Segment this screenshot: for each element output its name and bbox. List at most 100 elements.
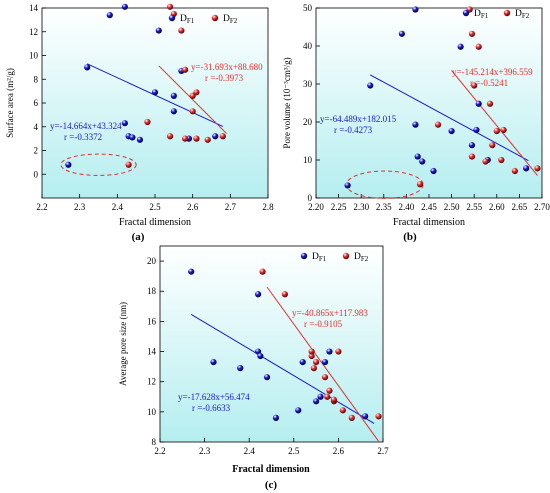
y-tick-label: 10 xyxy=(147,407,157,417)
data-point-df1 xyxy=(448,128,455,135)
fit-r-df2: r =-0.3973 xyxy=(205,73,244,83)
x-tick-label: 2.40 xyxy=(399,202,415,212)
legend-marker-df2 xyxy=(342,252,350,260)
legend-marker-df1 xyxy=(168,14,176,22)
x-tick-label: 2.45 xyxy=(421,202,437,212)
data-point-df1 xyxy=(317,393,324,400)
data-point-df1 xyxy=(136,136,144,143)
data-point-df1 xyxy=(210,358,217,366)
y-tick-label: 0 xyxy=(308,193,313,203)
x-tick-label: 2.25 xyxy=(331,202,347,212)
data-point-df2 xyxy=(489,142,496,149)
x-tick-label: 2.3 xyxy=(199,446,211,456)
fit-annotation-df1: y=-64.489x+182.015 xyxy=(320,114,397,124)
data-point-df1 xyxy=(473,126,480,134)
data-point-df1 xyxy=(475,100,482,107)
x-tick-label: 2.3 xyxy=(74,202,86,212)
data-point-df1 xyxy=(412,6,419,13)
data-point-df2 xyxy=(193,135,200,142)
y-tick-label: 14 xyxy=(29,3,39,13)
y-axis-label: Surface area (m²/g) xyxy=(5,68,15,138)
y-tick-label: 50 xyxy=(303,3,313,13)
data-point-df2 xyxy=(310,365,317,372)
data-point-df1 xyxy=(151,89,159,96)
legend-label-df2: DF2 xyxy=(515,9,530,20)
data-point-df1 xyxy=(468,142,476,149)
data-point-df1 xyxy=(188,268,195,275)
fit-line-df2 xyxy=(158,65,227,134)
data-point-df1 xyxy=(412,121,419,128)
x-tick-label: 2.35 xyxy=(376,202,392,212)
data-point-df2 xyxy=(219,133,226,140)
data-point-df2 xyxy=(166,3,174,10)
fit-annotation-df1: y=-17.628x+56.474 xyxy=(178,392,250,402)
x-tick-label: 2.2 xyxy=(154,446,165,456)
x-tick-label: 2.20 xyxy=(308,202,324,212)
legend-label-df1: DF1 xyxy=(312,252,327,263)
legend-marker-df1 xyxy=(462,9,470,17)
data-point-df2 xyxy=(324,393,331,400)
data-point-df1 xyxy=(419,158,426,165)
panel-label: (b) xyxy=(403,231,417,243)
fit-r-df1: r =-0.3372 xyxy=(64,132,102,142)
data-point-df1 xyxy=(430,167,437,175)
data-point-df1 xyxy=(170,92,177,99)
x-tick-label: 2.65 xyxy=(512,202,528,212)
data-point-df2 xyxy=(493,128,500,135)
data-point-df2 xyxy=(468,30,476,37)
legend-label-df1: DF1 xyxy=(180,14,195,25)
data-point-df1 xyxy=(237,365,244,372)
x-tick-label: 2.8 xyxy=(262,202,274,212)
chart-panel-c: 2.2 2.3 2.4 2.5 2.6 2.7 8 10 12 14 16 18 20 Average … xyxy=(118,245,389,491)
x-tick-label: 2.60 xyxy=(489,202,505,212)
x-tick-label: 2.6 xyxy=(187,202,199,212)
x-tick-label: 2.55 xyxy=(466,202,482,212)
data-point-df1 xyxy=(457,43,464,50)
fit-line-df1 xyxy=(370,74,529,162)
y-tick-label: 8 xyxy=(152,437,157,447)
legend-marker-df1 xyxy=(300,252,308,260)
fit-annotation-df2: y=-31.693x+88.680 xyxy=(191,62,263,72)
data-point-df1 xyxy=(121,3,128,10)
y-axis-label: Pore volume (10⁻³cm³/g) xyxy=(282,57,292,148)
y-tick-label: 2 xyxy=(34,146,39,156)
fit-r-df2: r =-0.5241 xyxy=(470,78,508,88)
plot-area xyxy=(159,245,384,443)
fit-annotation-df2: y=-40.865x+117.983 xyxy=(292,308,368,318)
data-point-df1 xyxy=(272,414,280,421)
y-tick-label: 30 xyxy=(303,79,313,89)
fit-annotation-df2: y=-145.214x+396.559 xyxy=(452,67,533,77)
x-tick-label: 2.70 xyxy=(534,202,550,212)
data-point-df2 xyxy=(468,153,476,160)
plot-area xyxy=(41,7,269,199)
data-point-df2 xyxy=(178,27,185,34)
data-point-df2 xyxy=(193,89,200,96)
y-tick-label: 4 xyxy=(34,122,39,132)
x-axis-label: Fractal dimension xyxy=(393,217,465,228)
data-point-df2 xyxy=(281,291,288,298)
fit-r-df2: r =-0.9105 xyxy=(304,319,343,329)
y-axis-label: Average pore size (nm) xyxy=(118,302,128,386)
y-tick-label: 6 xyxy=(34,98,39,108)
data-point-df2 xyxy=(486,100,494,107)
data-point-df1 xyxy=(255,291,262,298)
y-tick-label: 14 xyxy=(147,347,157,357)
data-point-df2 xyxy=(182,66,189,73)
data-point-df1 xyxy=(313,398,320,405)
fit-r-df1: r =-0.6633 xyxy=(192,403,231,413)
y-tick-label: 40 xyxy=(303,41,313,51)
data-point-df2 xyxy=(498,156,505,164)
x-axis-label: Fractal dimension xyxy=(119,217,191,228)
y-tick-label: 10 xyxy=(303,155,313,165)
y-tick-label: 20 xyxy=(303,117,313,127)
data-point-df1 xyxy=(344,182,351,189)
fit-r-df1: r =-0.4273 xyxy=(334,125,373,135)
panel-label: (c) xyxy=(265,479,278,491)
data-point-df1 xyxy=(295,407,302,414)
fit-annotation-df1: y=-14.664x+43.324 xyxy=(50,121,122,131)
data-point-df2 xyxy=(308,348,315,355)
plot-area xyxy=(315,7,543,199)
y-tick-label: 0 xyxy=(34,169,39,179)
x-tick-label: 2.5 xyxy=(149,202,161,212)
data-point-df1 xyxy=(84,64,91,71)
